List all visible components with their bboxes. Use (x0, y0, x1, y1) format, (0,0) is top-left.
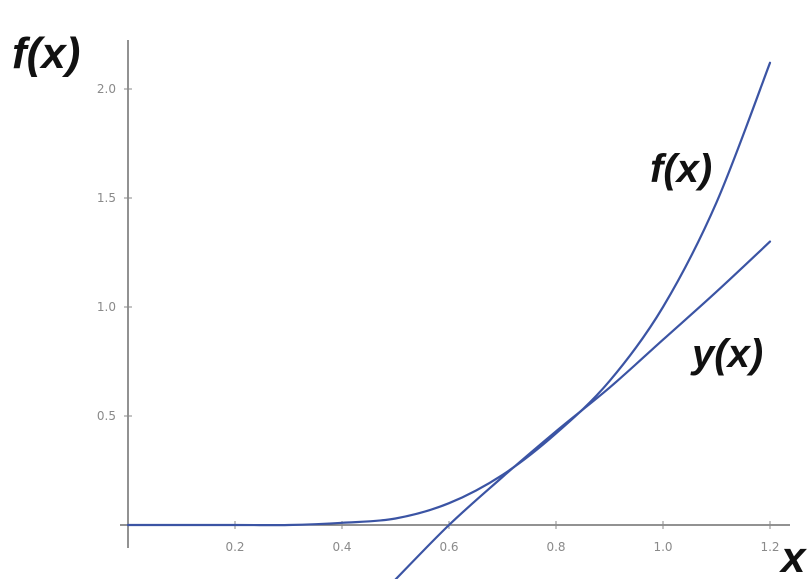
x-ticks: 0.2 0.4 0.6 0.8 1.0 1.2 (225, 521, 780, 554)
series-layer (126, 61, 772, 579)
x-tick-label: 0.4 (332, 540, 351, 554)
x-tick-label: 0.6 (439, 540, 458, 554)
series-line-f (126, 61, 772, 527)
y-axis-title: f(x) (12, 29, 80, 78)
x-tick-label: 0.8 (546, 540, 565, 554)
annotation-f-label: f(x) (650, 147, 712, 191)
y-tick-label: 1.0 (97, 300, 116, 314)
x-axis-title: x (779, 533, 807, 579)
y-tick-label: 2.0 (97, 82, 116, 96)
series-line-y (394, 240, 772, 579)
x-tick-label: 1.0 (653, 540, 672, 554)
annotation-y-label: y(x) (690, 332, 763, 376)
x-tick-label: 1.2 (760, 540, 779, 554)
x-axis: 0.2 0.4 0.6 0.8 1.0 1.2 (120, 521, 790, 554)
y-tick-label: 1.5 (97, 191, 116, 205)
y-axis: 0.5 1.0 1.5 2.0 (97, 40, 132, 548)
y-ticks: 0.5 1.0 1.5 2.0 (97, 82, 132, 423)
x-tick-label: 0.2 (225, 540, 244, 554)
y-tick-label: 0.5 (97, 409, 116, 423)
